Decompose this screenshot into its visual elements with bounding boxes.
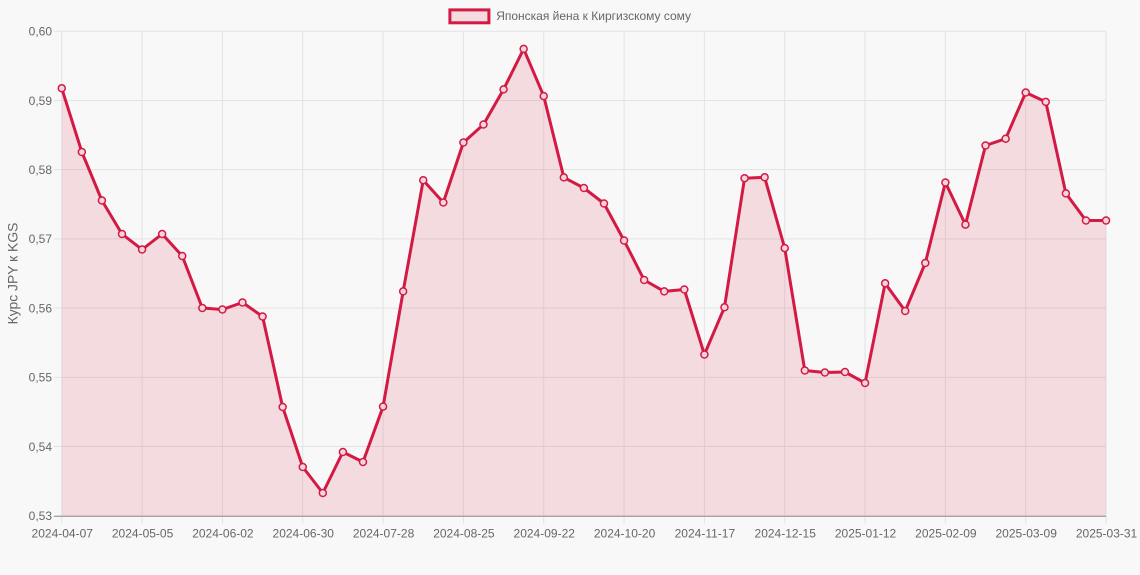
svg-text:0,53: 0,53 [29,509,53,523]
svg-text:2024-09-22: 2024-09-22 [514,527,576,541]
svg-text:2024-06-02: 2024-06-02 [192,527,254,541]
svg-text:2025-03-31: 2025-03-31 [1076,527,1138,541]
svg-text:0,57: 0,57 [29,232,53,246]
svg-text:0,58: 0,58 [29,163,53,177]
svg-text:2025-02-09: 2025-02-09 [915,527,977,541]
svg-text:2024-12-15: 2024-12-15 [755,527,817,541]
svg-text:0,55: 0,55 [29,371,53,385]
svg-text:2025-03-09: 2025-03-09 [996,527,1058,541]
svg-text:Японская йена к Киргизскому со: Японская йена к Киргизскому сому [496,9,691,23]
svg-text:0,56: 0,56 [29,301,53,315]
svg-text:0,54: 0,54 [29,440,53,454]
svg-text:2024-07-28: 2024-07-28 [353,527,415,541]
svg-text:2024-11-17: 2024-11-17 [675,527,736,541]
svg-text:2024-08-25: 2024-08-25 [433,527,495,541]
svg-text:2025-01-12: 2025-01-12 [835,527,897,541]
svg-text:0,60: 0,60 [29,25,53,39]
svg-text:Курс JPY к KGS: Курс JPY к KGS [5,223,21,325]
svg-text:2024-06-30: 2024-06-30 [273,527,335,541]
svg-text:2024-04-07: 2024-04-07 [32,527,94,541]
svg-text:2024-10-20: 2024-10-20 [594,527,656,541]
svg-text:0,59: 0,59 [29,94,53,108]
svg-text:2024-05-05: 2024-05-05 [112,527,174,541]
